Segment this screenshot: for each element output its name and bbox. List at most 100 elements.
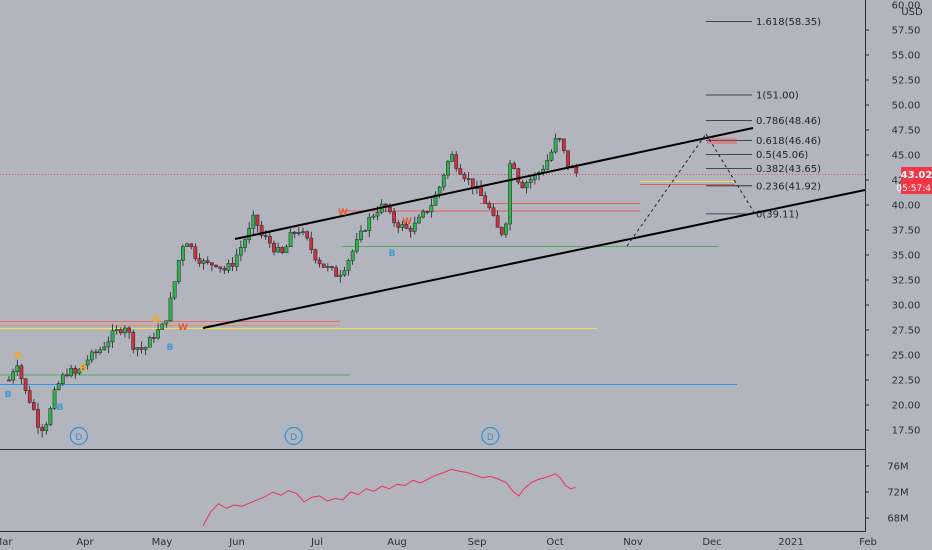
candle-down — [483, 195, 488, 204]
price-tick-label: 52.50 — [892, 76, 921, 87]
candle-up — [288, 231, 293, 248]
candle-down — [280, 247, 285, 253]
candle-down — [487, 203, 492, 209]
candle-down — [392, 211, 396, 224]
trend-channel[interactable] — [202, 127, 866, 329]
candle-up — [69, 367, 73, 377]
candle-up — [528, 179, 533, 183]
candle-down — [408, 228, 413, 232]
price-axis[interactable]: 17.50 20.00 22.50 25.00 27.50 30.00 32.50 35.00… — [865, 0, 932, 532]
fibonacci-retracement[interactable]: 1.618(58.35) 1(51.00) 0.786(48.46) 0.618(46… — [706, 17, 821, 220]
candle-up — [400, 224, 405, 228]
price-tick-label: 40.00 — [892, 201, 921, 212]
price-tick-label: 32.50 — [892, 276, 921, 287]
candle-up — [524, 182, 529, 189]
candle-down — [230, 263, 235, 267]
time-axis[interactable]: Mar Apr May Jun Jul Aug Sep Oct Nov Dec 2021 Feb — [0, 531, 877, 549]
fib-level-label: 0.618(46.46) — [756, 136, 821, 147]
candle-down — [454, 154, 459, 169]
candle-down — [259, 225, 264, 236]
candle-up — [114, 329, 119, 332]
candle-up — [110, 330, 115, 343]
time-axis-label: Jul — [310, 537, 323, 548]
time-axis-label: Nov — [623, 537, 643, 548]
candle-up — [350, 250, 355, 261]
candle-down — [189, 243, 194, 247]
candle-down — [205, 260, 210, 263]
price-badge: 43.02 05:57:41 — [896, 167, 932, 194]
candle-up — [44, 424, 49, 431]
time-axis-label: Aug — [387, 537, 407, 548]
candle-down — [255, 214, 260, 226]
candle-down — [197, 258, 202, 264]
price-tick-label: 25.00 — [892, 351, 921, 362]
candle-up — [276, 247, 281, 253]
candle-down — [520, 181, 525, 189]
candle-up — [284, 246, 289, 253]
signal-marker-buy: B — [15, 351, 22, 361]
price-tick-label: 55.00 — [892, 51, 921, 62]
candle-down — [127, 327, 131, 333]
candle-up — [168, 297, 173, 322]
volume-pane — [202, 468, 576, 527]
candle-up — [123, 327, 127, 334]
candle-up — [429, 205, 434, 213]
candle-down — [210, 262, 214, 266]
volume-tick-label: 72M — [887, 488, 908, 499]
candle-up — [363, 230, 367, 232]
candle-down — [574, 166, 579, 174]
candle-up — [147, 337, 152, 348]
candle-up — [98, 349, 102, 354]
candle-down — [466, 178, 471, 180]
candle-down — [557, 138, 562, 140]
candle-up — [359, 230, 363, 240]
candle-up — [102, 346, 107, 351]
candle-down — [404, 224, 409, 229]
candle-up — [239, 247, 243, 256]
candle-down — [396, 222, 401, 228]
price-tick-label: 17.50 — [892, 426, 921, 437]
fib-base-dashed — [626, 133, 707, 247]
candle-down — [65, 374, 69, 377]
candle-down — [263, 235, 268, 237]
candle-up — [48, 408, 53, 426]
candle-up — [156, 329, 160, 339]
time-axis-label: Dec — [702, 537, 721, 548]
candle-down — [193, 246, 198, 259]
last-price-label: 43.02 — [901, 170, 932, 181]
candle-up — [77, 368, 82, 374]
volume-tick-label: 68M — [887, 514, 908, 525]
candle-down — [152, 337, 156, 339]
candle-up — [106, 341, 111, 348]
candle-up — [354, 239, 359, 252]
price-badge-bg — [901, 167, 932, 181]
candle-up — [375, 212, 380, 217]
candle-up — [15, 365, 20, 372]
candle-up — [446, 161, 450, 176]
candle-up — [342, 270, 347, 276]
dividend-marker-icon — [481, 426, 500, 446]
candle-down — [309, 237, 314, 250]
dividend-marker-label: D — [290, 433, 297, 443]
candle-down — [73, 367, 78, 374]
time-axis-label: Mar — [0, 537, 13, 548]
fib-level-label: 1(51.00) — [756, 91, 799, 102]
candle-up — [549, 151, 554, 161]
dividend-marker-icon — [284, 426, 303, 446]
candle-down — [317, 259, 322, 265]
signal-marker-buy: B — [167, 343, 174, 353]
time-axis-label: May — [152, 537, 173, 548]
candle-up — [251, 214, 256, 229]
currency-label[interactable]: USD — [901, 7, 923, 18]
candle-down — [139, 347, 144, 350]
candle-down — [36, 409, 40, 428]
candle-up — [172, 281, 177, 299]
candle-up — [85, 359, 90, 366]
candle-up — [56, 383, 61, 390]
time-axis-label: Oct — [546, 537, 563, 548]
price-tick-label: 20.00 — [892, 401, 921, 412]
candle-up — [545, 160, 550, 170]
candle-down — [321, 263, 326, 268]
